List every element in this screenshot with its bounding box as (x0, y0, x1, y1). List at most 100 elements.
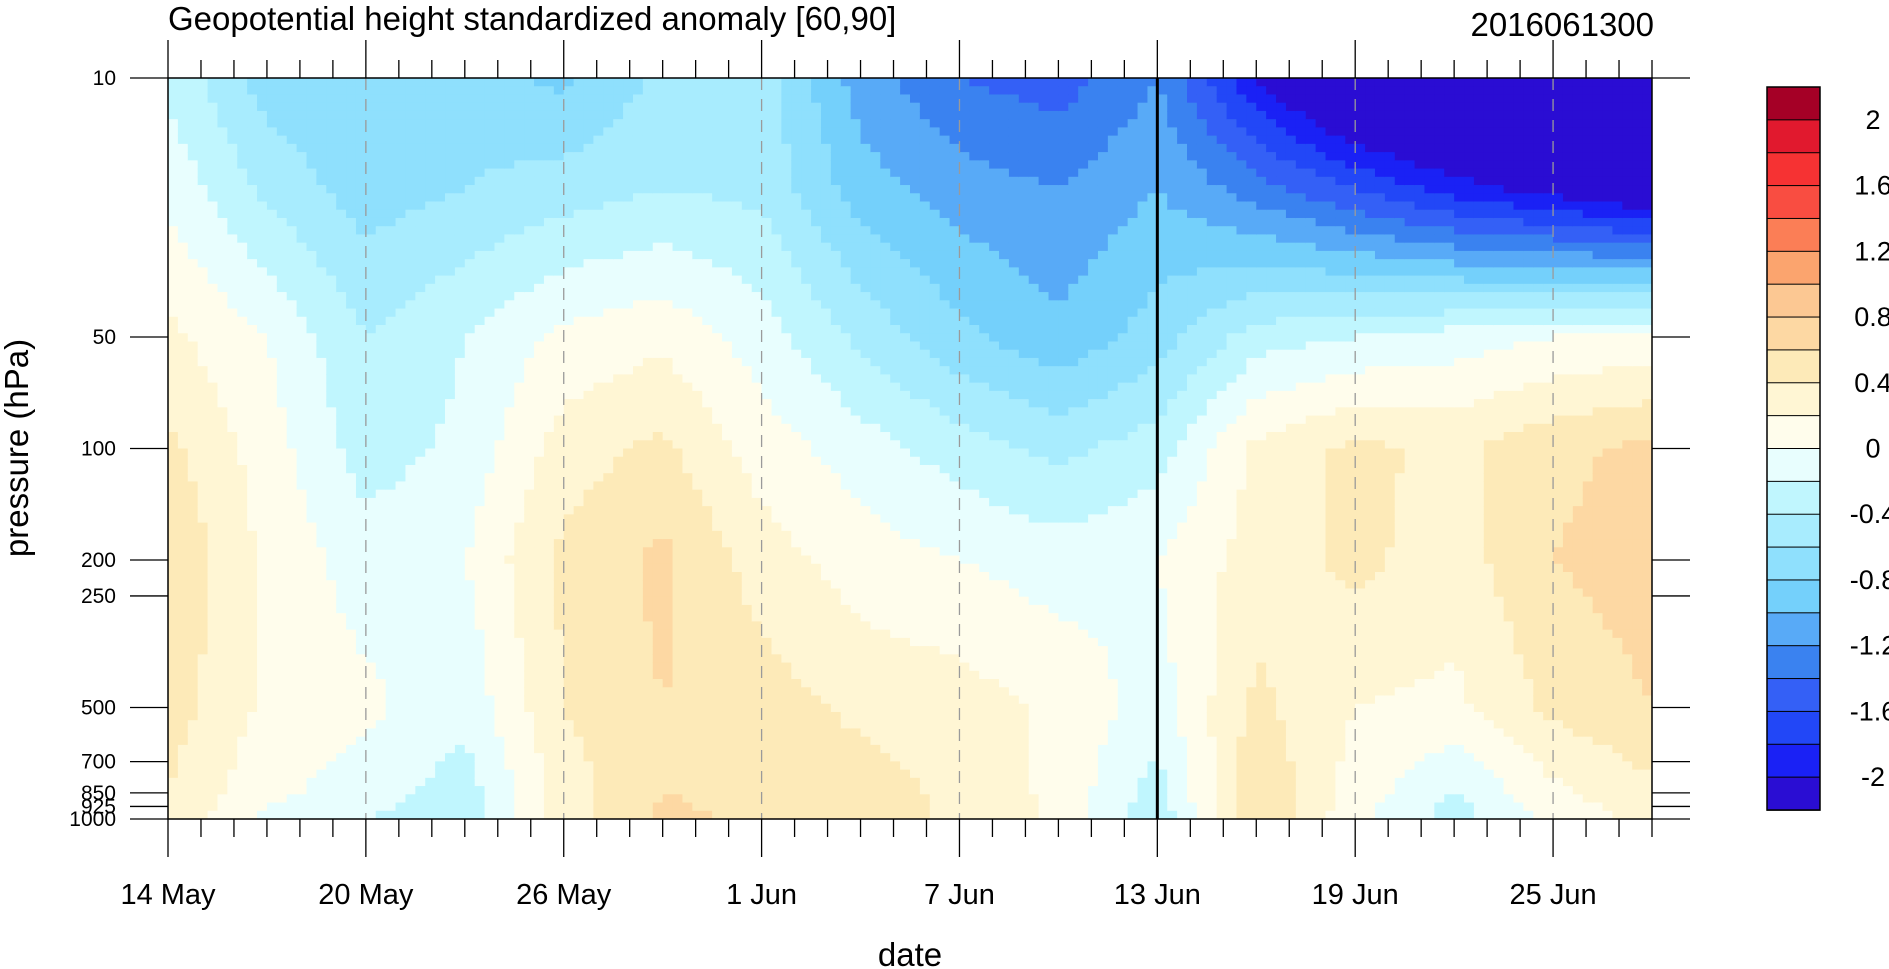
field-cell (415, 456, 426, 466)
field-cell (286, 514, 298, 524)
field-cell (405, 209, 416, 219)
field-cell (415, 711, 426, 721)
field-cell (682, 629, 693, 639)
field-cell (257, 761, 268, 771)
field-cell (306, 78, 317, 87)
field-cell (583, 728, 595, 738)
field-cell (405, 135, 416, 145)
field-cell (217, 728, 228, 738)
field-cell (425, 300, 436, 310)
field-cell (454, 390, 466, 400)
field-cell (266, 580, 278, 590)
field-cell (385, 621, 397, 631)
field-cell (563, 234, 575, 244)
field-cell (227, 399, 238, 408)
field-cell (524, 810, 535, 819)
field-cell (514, 580, 525, 590)
field-cell (227, 349, 238, 359)
field-cell (296, 217, 308, 227)
field-cell (435, 777, 446, 787)
field-cell (435, 654, 446, 664)
field-cell (237, 794, 248, 804)
field-cell (405, 176, 416, 186)
field-cell (355, 646, 367, 655)
field-cell (603, 711, 614, 721)
field-cell (168, 687, 179, 697)
field-cell (168, 357, 179, 367)
field-cell (316, 201, 327, 211)
field-cell (514, 415, 525, 425)
field-cell (168, 522, 179, 532)
field-cell (217, 325, 228, 334)
field-cell (355, 497, 367, 507)
field-cell (326, 728, 337, 738)
field-cell (484, 275, 496, 285)
field-cell (306, 234, 317, 244)
field-cell (474, 217, 486, 227)
field-cell (435, 415, 446, 425)
field-cell (187, 300, 199, 310)
field-cell (623, 580, 634, 590)
field-cell (346, 572, 357, 581)
field-cell (524, 802, 535, 812)
field-cell (702, 176, 713, 186)
field-cell (405, 637, 416, 647)
field-cell (355, 341, 367, 351)
field-cell (702, 168, 713, 178)
field-cell (257, 110, 268, 120)
field-cell (276, 596, 288, 606)
field-cell (395, 572, 407, 581)
field-cell (296, 407, 308, 417)
field-cell (652, 547, 664, 557)
field-cell (642, 423, 654, 433)
field-cell (662, 119, 674, 128)
field-cell (543, 143, 555, 153)
field-cell (534, 119, 545, 128)
field-cell (296, 399, 308, 408)
field-cell (573, 547, 585, 557)
field-cell (415, 489, 426, 499)
field-cell (454, 185, 466, 194)
field-cell (296, 135, 308, 145)
field-cell (593, 217, 604, 227)
field-cell (563, 530, 575, 540)
field-cell (632, 703, 644, 713)
field-cell (573, 563, 585, 573)
field-cell (237, 522, 248, 532)
field-cell (187, 530, 199, 540)
field-cell (474, 522, 486, 532)
field-cell (247, 399, 258, 408)
field-cell (454, 407, 466, 417)
field-cell (662, 168, 674, 178)
field-cell (474, 267, 486, 277)
field-cell (662, 193, 674, 203)
field-cell (177, 226, 189, 236)
field-cell (187, 382, 199, 392)
field-cell (355, 794, 367, 804)
field-cell (177, 283, 189, 293)
field-cell (365, 720, 377, 730)
field-cell (257, 580, 268, 590)
field-cell (672, 127, 684, 137)
field-cell (504, 292, 515, 301)
field-cell (563, 769, 575, 779)
field-cell (524, 193, 535, 203)
field-cell (454, 777, 466, 787)
field-cell (613, 497, 624, 507)
field-cell (662, 728, 674, 738)
field-cell (603, 588, 614, 598)
field-cell (524, 473, 535, 483)
field-cell (247, 308, 258, 318)
field-cell (652, 572, 664, 581)
field-cell (514, 522, 525, 532)
field-cell (286, 316, 298, 326)
field-cell (662, 242, 674, 252)
field-cell (642, 580, 654, 590)
field-cell (375, 555, 387, 565)
field-cell (286, 497, 298, 507)
field-cell (425, 473, 436, 483)
field-cell (583, 160, 595, 170)
field-cell (583, 86, 595, 96)
field-cell (207, 110, 219, 120)
field-cell (504, 94, 515, 104)
